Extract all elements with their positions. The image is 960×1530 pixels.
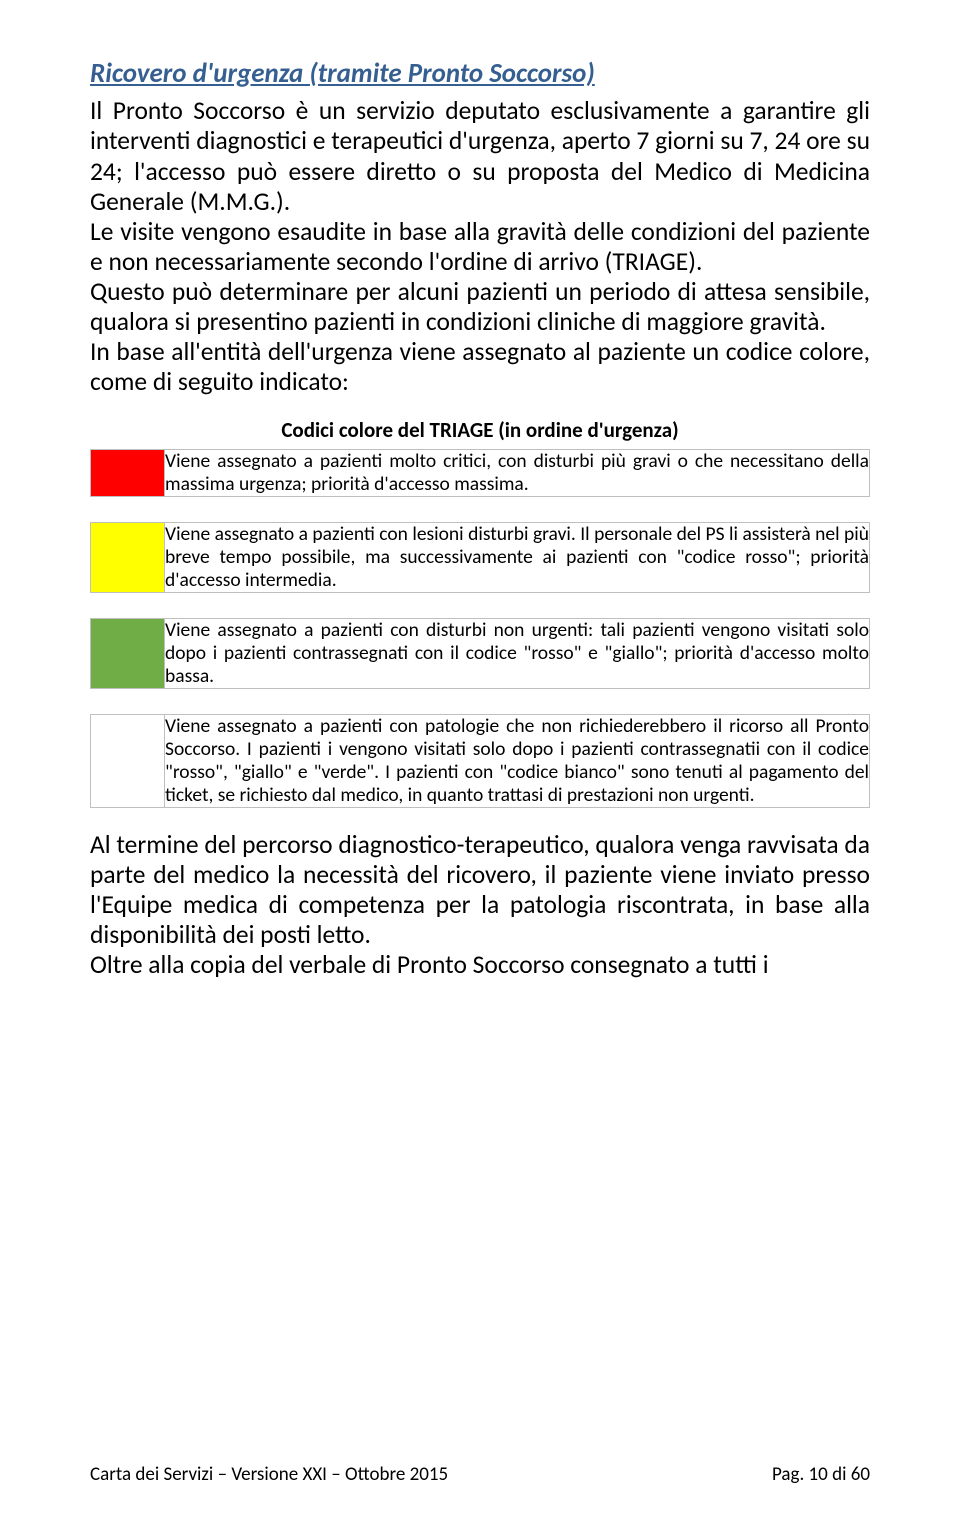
table-row: Viene assegnato a pazienti molto critici… [91,450,870,497]
table-gap [91,593,870,619]
triage-color-yellow [91,523,165,593]
table-row: Viene assegnato a pazienti con lesioni d… [91,523,870,593]
table-row: Viene assegnato a pazienti con patologie… [91,715,870,808]
page-footer: Carta dei Servizi – Versione XXI – Ottob… [90,1463,870,1486]
triage-color-red [91,450,165,497]
triage-color-green [91,619,165,689]
table-gap [91,689,870,715]
section-title: Ricovero d'urgenza (tramite Pronto Socco… [90,58,870,90]
footer-left: Carta dei Servizi – Versione XXI – Ottob… [90,1463,448,1486]
triage-table: Viene assegnato a pazienti molto critici… [90,449,870,808]
triage-color-white [91,715,165,808]
triage-desc: Viene assegnato a pazienti con disturbi … [165,619,870,689]
after-table-paragraph: Al termine del percorso diagnostico-tera… [90,830,870,980]
triage-desc: Viene assegnato a pazienti con patologie… [165,715,870,808]
footer-right: Pag. 10 di 60 [772,1463,870,1486]
table-row: Viene assegnato a pazienti con disturbi … [91,619,870,689]
page: Ricovero d'urgenza (tramite Pronto Socco… [0,0,960,1530]
triage-table-heading: Codici colore del TRIAGE (in ordine d'ur… [90,417,870,443]
intro-paragraph: Il Pronto Soccorso è un servizio deputat… [90,96,870,397]
triage-desc: Viene assegnato a pazienti con lesioni d… [165,523,870,593]
triage-desc: Viene assegnato a pazienti molto critici… [165,450,870,497]
table-gap [91,497,870,523]
